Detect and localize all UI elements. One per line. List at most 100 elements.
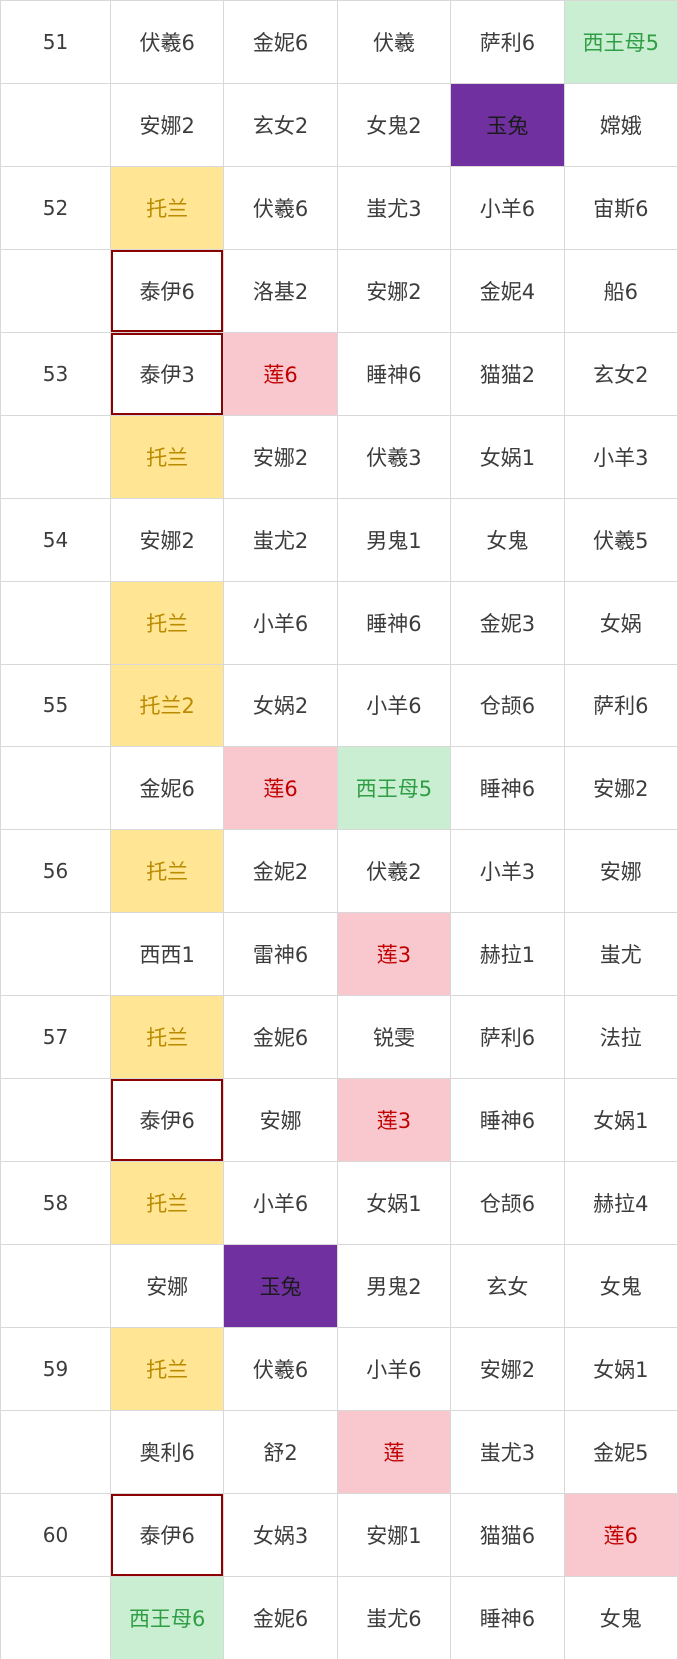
entry-cell[interactable]: 托兰: [111, 830, 225, 914]
entry-cell[interactable]: 小羊6: [224, 581, 338, 665]
round-number-cell[interactable]: [1, 1576, 111, 1659]
entry-cell[interactable]: 女娲3: [224, 1493, 338, 1577]
entry-cell[interactable]: 睡神6: [451, 747, 565, 831]
entry-cell[interactable]: 小羊3: [564, 415, 678, 499]
entry-cell[interactable]: 女鬼2: [337, 83, 452, 167]
entry-cell[interactable]: 泰伊6: [111, 1079, 225, 1163]
entry-cell[interactable]: 西王母5: [337, 747, 452, 831]
entry-cell[interactable]: 安娜2: [224, 415, 338, 499]
entry-cell[interactable]: 伏羲6: [224, 1328, 338, 1411]
entry-cell[interactable]: 金妮3: [451, 581, 565, 665]
round-number-cell[interactable]: 58: [1, 1162, 111, 1246]
entry-cell[interactable]: 安娜1: [337, 1493, 452, 1577]
entry-cell[interactable]: 小羊6: [224, 1162, 338, 1246]
entry-cell[interactable]: 猫猫6: [451, 1493, 565, 1577]
entry-cell[interactable]: 莲3: [337, 1079, 452, 1163]
round-number-cell[interactable]: 56: [1, 830, 111, 914]
entry-cell[interactable]: 西王母6: [111, 1576, 225, 1659]
entry-cell[interactable]: 小羊6: [337, 664, 452, 748]
entry-cell[interactable]: 金妮6: [111, 747, 225, 831]
entry-cell[interactable]: 托兰: [111, 415, 225, 499]
entry-cell[interactable]: 托兰: [111, 581, 225, 665]
entry-cell[interactable]: 女娲1: [564, 1079, 678, 1163]
entry-cell[interactable]: 泰伊3: [111, 332, 225, 416]
round-number-cell[interactable]: [1, 83, 111, 167]
entry-cell[interactable]: 西王母5: [564, 1, 678, 84]
entry-cell[interactable]: 睡神6: [337, 332, 452, 416]
entry-cell[interactable]: 金妮2: [224, 830, 338, 914]
round-number-cell[interactable]: [1, 581, 111, 665]
entry-cell[interactable]: 金妮4: [451, 249, 565, 333]
entry-cell[interactable]: 安娜2: [564, 747, 678, 831]
entry-cell[interactable]: 托兰2: [111, 664, 225, 748]
entry-cell[interactable]: 伏羲3: [337, 415, 452, 499]
entry-cell[interactable]: 锐雯: [337, 996, 452, 1080]
entry-cell[interactable]: 泰伊6: [111, 1493, 225, 1577]
entry-cell[interactable]: 安娜2: [111, 498, 225, 582]
round-number-cell[interactable]: [1, 1079, 111, 1163]
entry-cell[interactable]: 蚩尤2: [224, 498, 338, 582]
entry-cell[interactable]: 睡神6: [451, 1079, 565, 1163]
entry-cell[interactable]: 托兰: [111, 166, 225, 250]
entry-cell[interactable]: 女娲1: [337, 1162, 452, 1246]
entry-cell[interactable]: 安娜2: [451, 1328, 565, 1411]
entry-cell[interactable]: 雷神6: [224, 913, 338, 997]
entry-cell[interactable]: 猫猫2: [451, 332, 565, 416]
entry-cell[interactable]: 安娜: [564, 830, 678, 914]
entry-cell[interactable]: 托兰: [111, 996, 225, 1080]
entry-cell[interactable]: 玄女2: [564, 332, 678, 416]
round-number-cell[interactable]: [1, 249, 111, 333]
entry-cell[interactable]: 女鬼: [451, 498, 565, 582]
entry-cell[interactable]: 蚩尤3: [451, 1410, 565, 1494]
round-number-cell[interactable]: [1, 1410, 111, 1494]
entry-cell[interactable]: 船6: [564, 249, 678, 333]
entry-cell[interactable]: 金妮5: [564, 1410, 678, 1494]
entry-cell[interactable]: 金妮6: [224, 1576, 338, 1659]
entry-cell[interactable]: 女鬼: [564, 1245, 678, 1328]
entry-cell[interactable]: 小羊6: [451, 166, 565, 250]
round-number-cell[interactable]: 51: [1, 1, 111, 84]
entry-cell[interactable]: 奥利6: [111, 1410, 225, 1494]
entry-cell[interactable]: 莲6: [564, 1493, 678, 1577]
entry-cell[interactable]: 西西1: [111, 913, 225, 997]
entry-cell[interactable]: 女娲1: [451, 415, 565, 499]
entry-cell[interactable]: 莲6: [224, 332, 338, 416]
entry-cell[interactable]: 安娜: [111, 1245, 225, 1328]
entry-cell[interactable]: 蚩尤: [564, 913, 678, 997]
entry-cell[interactable]: 嫦娥: [564, 83, 678, 167]
entry-cell[interactable]: 伏羲2: [337, 830, 452, 914]
entry-cell[interactable]: 莲6: [224, 747, 338, 831]
entry-cell[interactable]: 女娲1: [564, 1328, 678, 1411]
entry-cell[interactable]: 睡神6: [337, 581, 452, 665]
entry-cell[interactable]: 女鬼: [564, 1576, 678, 1659]
entry-cell[interactable]: 泰伊6: [111, 249, 225, 333]
entry-cell[interactable]: 安娜: [224, 1079, 338, 1163]
entry-cell[interactable]: 莲3: [337, 913, 452, 997]
entry-cell[interactable]: 宙斯6: [564, 166, 678, 250]
round-number-cell[interactable]: [1, 1245, 111, 1328]
entry-cell[interactable]: 金妮6: [224, 1, 338, 84]
entry-cell[interactable]: 安娜2: [337, 249, 452, 333]
entry-cell[interactable]: 蚩尤6: [337, 1576, 452, 1659]
round-number-cell[interactable]: 59: [1, 1328, 111, 1411]
entry-cell[interactable]: 萨利6: [564, 664, 678, 748]
entry-cell[interactable]: 安娜2: [111, 83, 225, 167]
entry-cell[interactable]: 赫拉4: [564, 1162, 678, 1246]
entry-cell[interactable]: 女娲: [564, 581, 678, 665]
entry-cell[interactable]: 伏羲6: [224, 166, 338, 250]
entry-cell[interactable]: 伏羲6: [111, 1, 225, 84]
entry-cell[interactable]: 法拉: [564, 996, 678, 1080]
entry-cell[interactable]: 舒2: [224, 1410, 338, 1494]
entry-cell[interactable]: 玉兔: [451, 83, 565, 167]
entry-cell[interactable]: 托兰: [111, 1328, 225, 1411]
round-number-cell[interactable]: [1, 747, 111, 831]
round-number-cell[interactable]: [1, 913, 111, 997]
entry-cell[interactable]: 睡神6: [451, 1576, 565, 1659]
round-number-cell[interactable]: 57: [1, 996, 111, 1080]
entry-cell[interactable]: 仓颉6: [451, 664, 565, 748]
entry-cell[interactable]: 玄女: [451, 1245, 565, 1328]
entry-cell[interactable]: 男鬼2: [337, 1245, 452, 1328]
entry-cell[interactable]: 伏羲5: [564, 498, 678, 582]
entry-cell[interactable]: 女娲2: [224, 664, 338, 748]
entry-cell[interactable]: 托兰: [111, 1162, 225, 1246]
